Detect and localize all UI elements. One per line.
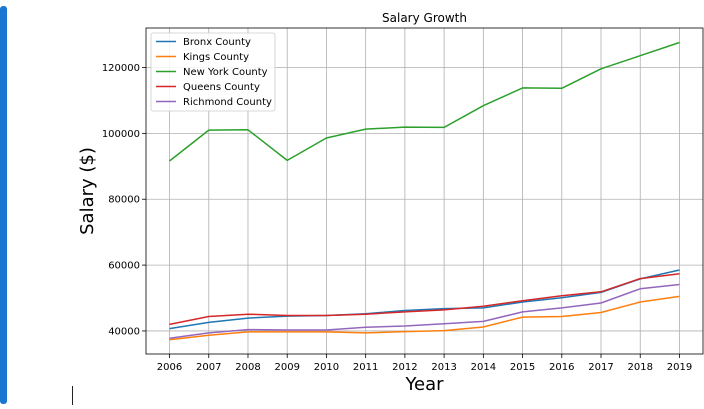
x-tick-label: 2016 bbox=[549, 362, 574, 373]
x-tick-label: 2010 bbox=[314, 362, 339, 373]
x-tick-label: 2012 bbox=[392, 362, 417, 373]
x-tick-label: 2006 bbox=[157, 362, 182, 373]
y-tick-label: 60000 bbox=[108, 261, 140, 272]
series-line-bronx-county bbox=[169, 269, 680, 330]
series-line-richmond-county bbox=[169, 283, 680, 339]
series-line-new-york-county bbox=[169, 41, 680, 162]
x-tick-label: 2008 bbox=[235, 362, 260, 373]
x-tick-label: 2017 bbox=[588, 362, 613, 373]
text-cursor bbox=[72, 386, 73, 405]
series-lines bbox=[169, 41, 680, 341]
x-tick-label: 2014 bbox=[471, 362, 496, 373]
y-axis-ticks: 40000 60000 80000 100000 120000 bbox=[102, 63, 146, 337]
y-tick-label: 40000 bbox=[108, 326, 140, 337]
legend-label-richmond-county: Richmond County bbox=[183, 97, 272, 108]
y-tick-label: 100000 bbox=[102, 129, 140, 140]
x-tick-label: 2018 bbox=[628, 362, 653, 373]
y-tick-label: 80000 bbox=[108, 195, 140, 206]
x-tick-label: 2013 bbox=[431, 362, 456, 373]
series-line-kings-county bbox=[169, 295, 680, 341]
chart-title: Salary Growth bbox=[382, 11, 467, 25]
legend-label-queens-county: Queens County bbox=[183, 82, 260, 93]
legend-label-bronx-county: Bronx County bbox=[183, 37, 251, 48]
y-axis-label: Salary ($) bbox=[77, 147, 98, 235]
legend-box bbox=[150, 32, 276, 112]
plot-frame bbox=[145, 27, 704, 355]
legend: Bronx County Kings County New York County Q… bbox=[150, 32, 276, 112]
left-accent-bar bbox=[0, 6, 7, 404]
y-tick-label: 120000 bbox=[102, 63, 140, 74]
series-line-queens-county bbox=[169, 272, 680, 326]
x-tick-label: 2019 bbox=[667, 362, 692, 373]
x-axis-ticks: 2006 2007 2008 2009 2010 2011 2012 2013 2014 2015… bbox=[157, 354, 692, 373]
x-tick-label: 2007 bbox=[196, 362, 221, 373]
x-tick-label: 2011 bbox=[353, 362, 378, 373]
x-tick-label: 2015 bbox=[510, 362, 535, 373]
x-tick-label: 2009 bbox=[274, 362, 299, 373]
x-axis-label: Year bbox=[404, 374, 444, 395]
legend-label-kings-county: Kings County bbox=[183, 52, 249, 63]
legend-label-new-york-county: New York County bbox=[183, 67, 268, 78]
